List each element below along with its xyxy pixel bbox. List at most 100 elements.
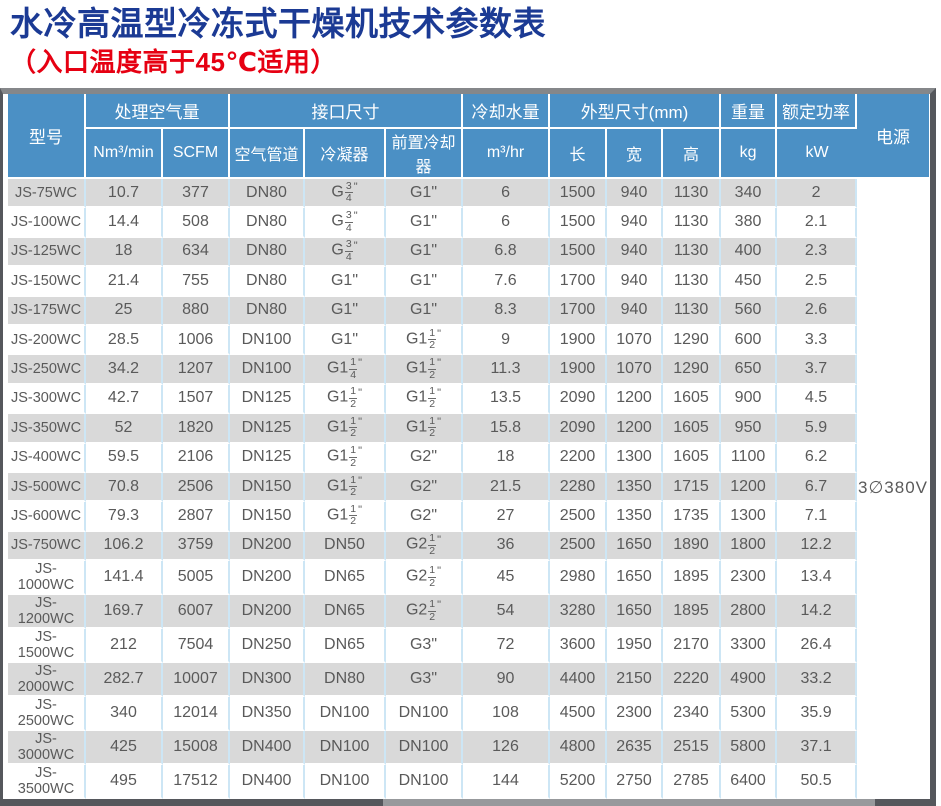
cell-nm3_min: 14.4 bbox=[86, 208, 163, 238]
cell-scfm: 17512 bbox=[163, 765, 230, 800]
cell-height: 1130 bbox=[663, 237, 722, 268]
cell-height: 1130 bbox=[663, 296, 722, 326]
cell-weight_kg: 6400 bbox=[721, 765, 778, 800]
cell-height: 1735 bbox=[663, 502, 722, 532]
table-row: JS-750WC 106.2 3759 DN200 DN50 G2 1 2 " 36 2500 165… bbox=[8, 531, 929, 562]
table-row: JS-400WC 59.5 2106 DN125 G1 1 2 " G2" 18 2200 1300 1… bbox=[8, 443, 929, 473]
cell-height: 1290 bbox=[663, 325, 722, 356]
cell-height: 1130 bbox=[663, 179, 722, 209]
cell-scfm: 2506 bbox=[163, 472, 230, 503]
cell-model: JS-1500WC bbox=[8, 629, 86, 664]
cell-model: JS-200WC bbox=[8, 325, 86, 356]
horizontal-scrollbar-thumb[interactable] bbox=[383, 799, 875, 806]
cell-width: 1200 bbox=[607, 384, 664, 415]
cell-power_kw: 2.1 bbox=[777, 208, 858, 238]
cell-water_m3hr: 6.8 bbox=[463, 237, 551, 268]
cell-pre_cooler: G2 1 2 " bbox=[386, 561, 464, 596]
table-row: JS-2000WC 282.7 10007 DN300 DN80 G3" 90 4400 215… bbox=[8, 663, 929, 698]
table-row: JS-125WC 18 634 DN80 G 3 4 " G1" 6.8 1500 940 1130 40… bbox=[8, 237, 929, 268]
cell-weight_kg: 400 bbox=[721, 237, 778, 268]
cell-nm3_min: 21.4 bbox=[86, 267, 163, 297]
table-row: JS-350WC 52 1820 DN125 G1 1 2 " G1 1 2 " 15.8 2090 120… bbox=[8, 414, 929, 444]
cell-model: JS-175WC bbox=[8, 296, 86, 326]
page-subtitle: （入口温度高于45℃适用） bbox=[10, 47, 337, 77]
cell-condenser: G1" bbox=[305, 267, 386, 297]
cell-weight_kg: 5300 bbox=[721, 697, 778, 732]
col-group-dimensions: 外型尺寸(mm) bbox=[550, 94, 722, 129]
cell-scfm: 2106 bbox=[163, 443, 230, 473]
cell-nm3_min: 282.7 bbox=[86, 663, 163, 698]
cell-scfm: 508 bbox=[163, 208, 230, 238]
cell-length: 1500 bbox=[550, 208, 608, 238]
cell-water_m3hr: 9 bbox=[463, 325, 551, 356]
cell-width: 2300 bbox=[607, 697, 664, 732]
cell-length: 1700 bbox=[550, 296, 608, 326]
cell-width: 1070 bbox=[607, 355, 664, 385]
cell-water_m3hr: 27 bbox=[463, 502, 551, 532]
table-row: JS-100WC 14.4 508 DN80 G 3 4 " G1" 6 1500 940 1130 38… bbox=[8, 208, 929, 238]
cell-condenser: G1" bbox=[305, 325, 386, 356]
cell-nm3_min: 28.5 bbox=[86, 325, 163, 356]
cell-power_kw: 2 bbox=[777, 179, 858, 209]
cell-air_pipe: DN200 bbox=[230, 595, 305, 630]
cell-condenser: G1 1 2 " bbox=[305, 502, 386, 532]
cell-condenser: G1 1 4 " bbox=[305, 355, 386, 385]
cell-scfm: 7504 bbox=[163, 629, 230, 664]
cell-air_pipe: DN400 bbox=[230, 731, 305, 766]
cell-power_kw: 35.9 bbox=[777, 697, 858, 732]
cell-model: JS-2000WC bbox=[8, 663, 86, 698]
cell-height: 1290 bbox=[663, 355, 722, 385]
cell-nm3_min: 10.7 bbox=[86, 179, 163, 209]
cell-scfm: 15008 bbox=[163, 731, 230, 766]
cell-length: 1700 bbox=[550, 267, 608, 297]
cell-length: 3600 bbox=[550, 629, 608, 664]
col-header-m3hr: m³/hr bbox=[463, 129, 551, 179]
cell-condenser: G1 1 2 " bbox=[305, 414, 386, 444]
cell-condenser: DN100 bbox=[305, 731, 386, 766]
table-row: JS-1000WC 141.4 5005 DN200 DN65 G2 1 2 " 45 2980 16… bbox=[8, 561, 929, 596]
cell-length: 1500 bbox=[550, 237, 608, 268]
cell-width: 940 bbox=[607, 237, 664, 268]
cell-weight_kg: 1200 bbox=[721, 472, 778, 503]
cell-power_kw: 14.2 bbox=[777, 595, 858, 630]
cell-model: JS-100WC bbox=[8, 208, 86, 238]
cell-weight_kg: 1300 bbox=[721, 502, 778, 532]
cell-model: JS-3500WC bbox=[8, 765, 86, 800]
cell-water_m3hr: 108 bbox=[463, 697, 551, 732]
cell-air_pipe: DN200 bbox=[230, 531, 305, 562]
cell-pre_cooler: G1 1 2 " bbox=[386, 414, 464, 444]
col-header-model: 型号 bbox=[8, 94, 86, 179]
cell-width: 2750 bbox=[607, 765, 664, 800]
cell-model: JS-750WC bbox=[8, 531, 86, 562]
cell-width: 1200 bbox=[607, 414, 664, 444]
cell-pre_cooler: G1" bbox=[386, 179, 464, 209]
cell-height: 1605 bbox=[663, 443, 722, 473]
cell-scfm: 1820 bbox=[163, 414, 230, 444]
cell-nm3_min: 212 bbox=[86, 629, 163, 664]
cell-pre_cooler: G1" bbox=[386, 208, 464, 238]
cell-weight_kg: 4900 bbox=[721, 663, 778, 698]
cell-length: 2500 bbox=[550, 502, 608, 532]
cell-scfm: 755 bbox=[163, 267, 230, 297]
cell-condenser: DN65 bbox=[305, 595, 386, 630]
cell-condenser: DN50 bbox=[305, 531, 386, 562]
cell-air_pipe: DN80 bbox=[230, 179, 305, 209]
cell-length: 2980 bbox=[550, 561, 608, 596]
col-header-power-supply: 电源 bbox=[857, 94, 930, 179]
col-header-nm3min: Nm³/min bbox=[86, 129, 163, 179]
cell-height: 1895 bbox=[663, 595, 722, 630]
cell-power_kw: 26.4 bbox=[777, 629, 858, 664]
cell-scfm: 1207 bbox=[163, 355, 230, 385]
cell-weight_kg: 900 bbox=[721, 384, 778, 415]
cell-condenser: DN100 bbox=[305, 697, 386, 732]
col-header-scfm: SCFM bbox=[163, 129, 230, 179]
cell-air_pipe: DN125 bbox=[230, 414, 305, 444]
cell-weight_kg: 2800 bbox=[721, 595, 778, 630]
col-group-air-volume: 处理空气量 bbox=[86, 94, 230, 129]
cell-pre_cooler: G2" bbox=[386, 472, 464, 503]
